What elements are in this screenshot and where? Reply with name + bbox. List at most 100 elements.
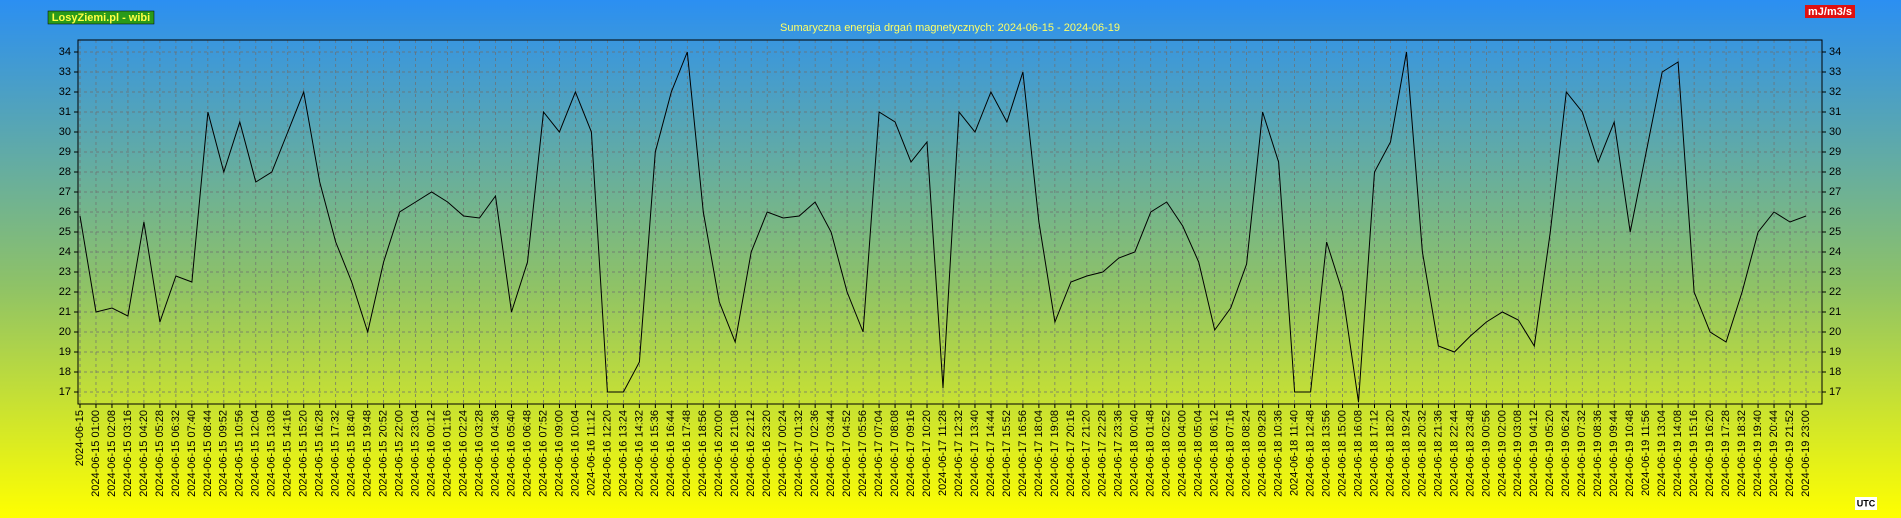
x-tick-label: 2024-06-15 13:08 [266,410,278,497]
x-tick-label: 2024-06-17 05:56 [857,410,869,497]
x-tick-label: 2024-06-17 10:20 [921,410,933,497]
x-tick-label: 2024-06-16 01:16 [441,410,453,497]
x-tick-label: 2024-06-17 21:20 [1081,410,1093,497]
x-tick-label: 2024-06-18 11:40 [1288,410,1300,496]
x-tick-label: 2024-06-15 02:08 [106,410,118,497]
y-tick-label: 24 [1829,246,1841,258]
x-tick-label: 2024-06-18 21:36 [1432,410,1444,497]
x-tick-label: 2024-06-17 03:44 [825,410,837,497]
x-tick-label: 2024-06-16 17:48 [681,410,693,497]
x-tick-label: 2024-06-19 03:08 [1512,410,1524,497]
timezone-label: UTC [1857,498,1876,508]
y-tick-label: 34 [59,46,71,58]
y-tick-label: 34 [1829,46,1841,58]
unit-box [1805,5,1855,18]
x-tick-label: 2024-06-17 13:40 [969,410,981,497]
x-tick-label: 2024-06-18 02:52 [1161,410,1173,497]
y-tick-label: 32 [1829,86,1841,98]
x-tick-label: 2024-06-16 16:44 [665,410,677,497]
x-tick-label: 2024-06-19 16:20 [1704,410,1716,497]
x-tick-label: 2024-06-15 16:28 [314,410,326,497]
x-tick-label: 2024-06-19 14:08 [1672,410,1684,497]
x-tick-label: 2024-06-19 06:24 [1560,410,1572,497]
x-tick-label: 2024-06-17 22:28 [1097,410,1109,497]
y-tick-label: 17 [1829,386,1841,398]
x-tick-label: 2024-06-19 00:56 [1480,410,1492,497]
x-tick-label: 2024-06-15 09:52 [218,410,230,497]
y-tick-label: 29 [59,146,71,158]
y-tick-label: 19 [59,346,71,358]
source-badge: LosyZiemi.pl - wibi [52,12,150,24]
x-tick-label: 2024-06-18 15:00 [1336,410,1348,497]
x-tick-label: 2024-06-19 23:00 [1800,410,1812,497]
x-tick-label: 2024-06-15 [74,410,86,466]
x-tick-label: 2024-06-19 08:36 [1592,410,1604,497]
x-tick-label: 2024-06-15 17:32 [330,410,342,497]
unit-label: mJ/m3/s [1808,6,1852,18]
x-tick-label: 2024-06-16 05:40 [505,410,517,497]
x-tick-label: 2024-06-15 07:40 [186,410,198,497]
y-tick-label: 17 [59,386,71,398]
y-tick-label: 20 [1829,326,1841,338]
y-tick-label: 18 [1829,366,1841,378]
x-tick-label: 2024-06-15 20:52 [378,410,390,497]
x-tick-label: 2024-06-15 12:04 [250,410,262,497]
data-line [79,51,1807,403]
x-tick-label: 2024-06-16 15:36 [649,410,661,497]
y-tick-label: 24 [59,246,71,258]
x-tick-label: 2024-06-19 17:28 [1720,410,1732,497]
y-tick-label: 31 [59,106,71,118]
x-tick-label: 2024-06-17 01:32 [793,410,805,497]
x-tick-label: 2024-06-17 07:04 [873,410,885,497]
x-tick-label: 2024-06-19 13:04 [1656,410,1668,497]
x-tick-label: 2024-06-19 07:32 [1576,410,1588,497]
x-tick-label: 2024-06-18 08:24 [1241,410,1253,497]
x-tick-label: 2024-06-19 15:16 [1688,410,1700,497]
x-tick-label: 2024-06-19 19:40 [1752,410,1764,497]
y-tick-label: 28 [1829,166,1841,178]
x-tick-label: 2024-06-16 06:48 [521,410,533,497]
x-tick-label: 2024-06-18 10:36 [1273,410,1285,497]
y-tick-label: 27 [1829,186,1841,198]
x-tick-label: 2024-06-17 20:16 [1065,410,1077,497]
x-tick-label: 2024-06-15 19:48 [362,410,374,497]
x-tick-label: 2024-06-19 02:00 [1496,410,1508,497]
x-tick-label: 2024-06-16 20:00 [713,410,725,497]
x-tick-label: 2024-06-19 11:56 [1640,410,1652,496]
x-tick-label: 2024-06-19 21:52 [1784,410,1796,497]
x-tick-label: 2024-06-18 13:56 [1320,410,1332,497]
timezone-box [1855,497,1877,510]
x-tick-label: 2024-06-16 09:00 [553,410,565,497]
x-tick-label: 2024-06-18 05:04 [1193,410,1205,497]
x-tick-label: 2024-06-16 22:12 [745,410,757,497]
x-tick-label: 2024-06-18 00:40 [1129,410,1141,497]
y-tick-label: 27 [59,186,71,198]
y-tick-label: 21 [1829,306,1841,318]
x-tick-label: 2024-06-18 17:12 [1368,410,1380,497]
x-tick-label: 2024-06-15 18:40 [346,410,358,497]
x-tick-label: 2024-06-15 05:28 [154,410,166,497]
x-tick-label: 2024-06-17 19:08 [1049,410,1061,497]
x-tick-label: 2024-06-19 05:20 [1544,410,1556,497]
plot-frame [77,39,1823,405]
x-tick-label: 2024-06-15 23:04 [410,410,422,497]
x-tick-label: 2024-06-17 14:44 [985,410,997,497]
x-tick-label: 2024-06-16 13:24 [617,410,629,497]
y-tick-label: 29 [1829,146,1841,158]
y-tick-label: 23 [59,266,71,278]
x-tick-label: 2024-06-18 22:44 [1448,410,1460,497]
x-tick-label: 2024-06-17 04:52 [841,410,853,497]
y-tick-label: 25 [59,226,71,238]
x-tick-label: 2024-06-17 02:36 [809,410,821,497]
x-tick-label: 2024-06-17 15:52 [1001,410,1013,497]
x-tick-label: 2024-06-18 09:28 [1257,410,1269,497]
x-tick-label: 2024-06-17 12:32 [953,410,965,497]
x-tick-label: 2024-06-17 18:04 [1033,410,1045,497]
y-tick-label: 18 [59,366,71,378]
y-tick-label: 19 [1829,346,1841,358]
x-tick-label: 2024-06-16 21:08 [729,410,741,497]
y-tick-label: 25 [1829,226,1841,238]
x-tick-label: 2024-06-15 01:00 [90,410,102,497]
y-tick-label: 23 [1829,266,1841,278]
y-tick-label: 26 [59,206,71,218]
